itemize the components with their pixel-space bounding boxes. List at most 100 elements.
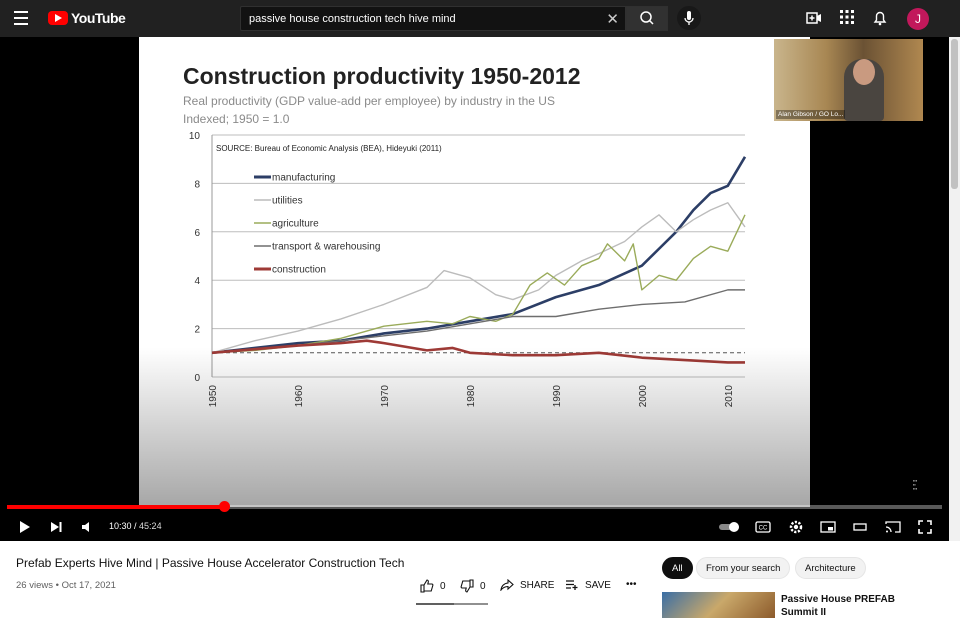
voice-search-button[interactable] xyxy=(677,6,701,30)
dislike-button[interactable]: 0 xyxy=(460,579,486,593)
speaker-name-label: Alan Gibson / GO Lo... xyxy=(776,110,846,119)
chart-legend: manufacturing utilities agriculture transpo… xyxy=(254,173,380,276)
account-avatar[interactable]: J xyxy=(907,8,929,30)
menu-icon[interactable] xyxy=(10,8,32,28)
thumbs-down-icon xyxy=(460,579,474,593)
channel-watermark-icon[interactable]: ▪▪▪ ▪▪ ▪▪▪ xyxy=(913,478,918,491)
speaker-head xyxy=(853,59,875,85)
logo-text: YouTube xyxy=(71,10,126,26)
playlist-add-icon xyxy=(566,580,578,590)
legend-label: utilities xyxy=(272,196,303,207)
y-tick-label: 8 xyxy=(194,179,200,190)
clear-search-icon[interactable]: ✕ xyxy=(606,11,619,28)
x-tick-label: 1990 xyxy=(552,385,563,408)
search-button[interactable] xyxy=(626,6,668,31)
more-actions-button[interactable]: ••• xyxy=(626,579,637,590)
autoplay-toggle[interactable] xyxy=(718,517,742,537)
apps-grid-icon[interactable] xyxy=(839,9,855,25)
subtitles-button[interactable]: CC xyxy=(753,517,773,537)
series-line-construction xyxy=(211,339,745,364)
notifications-bell-icon[interactable] xyxy=(871,9,889,27)
page-scrollbar[interactable] xyxy=(949,37,960,541)
y-tick-label: 10 xyxy=(189,131,201,142)
microphone-icon xyxy=(684,11,694,25)
x-tick-label: 1980 xyxy=(466,385,477,408)
slide-title: Construction productivity 1950-2012 xyxy=(183,63,581,89)
miniplayer-icon xyxy=(820,521,836,533)
x-tick-label: 1970 xyxy=(380,385,391,408)
slide-subtitle: Real productivity (GDP value-add per emp… xyxy=(183,94,555,108)
share-label: SHARE xyxy=(520,579,555,591)
create-video-icon[interactable] xyxy=(805,9,823,27)
y-tick-label: 6 xyxy=(194,228,200,239)
y-tick-label: 4 xyxy=(194,276,200,287)
current-time: 10:30 xyxy=(109,521,132,531)
fullscreen-button[interactable] xyxy=(915,517,935,537)
like-ratio-bar xyxy=(416,603,488,605)
chart-series xyxy=(211,156,747,364)
video-frame-slide: Construction productivity 1950-2012 Real… xyxy=(139,37,810,507)
video-info-area: Prefab Experts Hive Mind | Passive House… xyxy=(0,541,960,618)
x-tick-label: 2010 xyxy=(724,385,735,408)
productivity-line-chart: 0 2 4 6 8 10 1950 1960 1970 1980 1990 2000 2010 SOUR… xyxy=(189,131,747,408)
series-line-utilities xyxy=(211,202,746,354)
progress-scrubber-handle[interactable] xyxy=(218,501,230,512)
save-label: SAVE xyxy=(585,579,611,591)
search-box[interactable]: passive house construction tech hive min… xyxy=(240,6,626,31)
top-bar: YouTube passive house construction tech … xyxy=(0,0,960,37)
search-input[interactable]: passive house construction tech hive min… xyxy=(249,13,456,25)
legend-label: manufacturing xyxy=(272,173,335,184)
x-tick-label: 1960 xyxy=(294,385,305,408)
volume-button[interactable] xyxy=(77,517,97,537)
legend-label: agriculture xyxy=(272,219,319,230)
dislike-count: 0 xyxy=(480,580,486,592)
next-track-icon xyxy=(51,522,62,532)
youtube-logo[interactable]: YouTube xyxy=(48,10,126,26)
recommended-video-thumbnail[interactable] xyxy=(662,592,775,618)
speaker-webcam-overlay: Alan Gibson / GO Lo... xyxy=(774,39,923,121)
share-icon xyxy=(500,579,514,591)
duration: 45:24 xyxy=(139,521,162,531)
scrollbar-thumb[interactable] xyxy=(951,39,958,189)
volume-icon xyxy=(82,522,89,532)
time-display: 10:30 / 45:24 xyxy=(109,521,162,531)
progress-played xyxy=(7,505,224,509)
player-controls: 10:30 / 45:24 CC xyxy=(0,512,949,541)
more-actions-icon: ••• xyxy=(626,579,637,590)
series-line-agriculture xyxy=(211,214,746,354)
next-button[interactable] xyxy=(46,517,66,537)
chart-grid xyxy=(212,134,745,378)
legend-label: transport & warehousing xyxy=(272,242,380,253)
slide-shadow xyxy=(139,347,810,507)
series-line-manufacturing xyxy=(211,156,747,355)
video-title: Prefab Experts Hive Mind | Passive House… xyxy=(16,556,405,570)
share-button[interactable]: SHARE xyxy=(500,579,554,591)
settings-button[interactable] xyxy=(786,517,806,537)
x-tick-label: 1950 xyxy=(208,385,219,408)
recommended-video-title[interactable]: Passive House PREFAB Summit II xyxy=(781,594,895,618)
thumbs-up-icon xyxy=(420,579,434,593)
play-button[interactable] xyxy=(14,517,34,537)
like-ratio-fill xyxy=(416,603,454,605)
like-button[interactable]: 0 xyxy=(420,579,446,593)
autoplay-toggle-icon xyxy=(719,522,739,532)
chip-all[interactable]: All xyxy=(662,557,693,579)
cast-button[interactable] xyxy=(883,517,903,537)
cast-icon xyxy=(885,521,901,533)
chip-from-your-search[interactable]: From your search xyxy=(696,557,791,579)
x-tick-label: 2000 xyxy=(638,385,649,408)
legend-label: construction xyxy=(272,265,326,276)
chip-architecture[interactable]: Architecture xyxy=(795,557,866,579)
save-button[interactable]: SAVE xyxy=(565,579,611,591)
like-count: 0 xyxy=(440,580,446,592)
miniplayer-button[interactable] xyxy=(818,517,838,537)
slide-index-note: Indexed; 1950 = 1.0 xyxy=(183,112,290,126)
y-tick-label: 0 xyxy=(194,373,200,384)
svg-text:CC: CC xyxy=(759,526,768,532)
play-icon xyxy=(20,521,30,533)
progress-bar[interactable] xyxy=(7,501,942,512)
video-player[interactable]: Construction productivity 1950-2012 Real… xyxy=(0,37,949,541)
theater-mode-button[interactable] xyxy=(850,517,870,537)
youtube-play-logo-icon xyxy=(48,11,68,25)
video-meta: 26 views • Oct 17, 2021 xyxy=(16,580,116,591)
